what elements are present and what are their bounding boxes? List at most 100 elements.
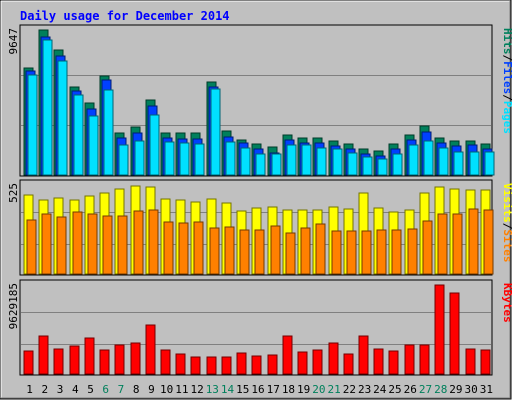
x-tick-label-day-22: 22 bbox=[343, 383, 356, 396]
bar-kbytes-day-23 bbox=[358, 335, 369, 375]
x-tick-label-day-16: 16 bbox=[251, 383, 264, 396]
panel-legend: KBytes bbox=[501, 283, 512, 323]
bar-sites-day-7 bbox=[117, 215, 128, 275]
x-tick-label-day-6: 6 bbox=[102, 383, 109, 396]
bar-pages-day-24 bbox=[377, 158, 388, 176]
x-tick-label-day-25: 25 bbox=[388, 383, 401, 396]
bar-pages-day-10 bbox=[164, 141, 175, 176]
x-tick-label-day-31: 31 bbox=[480, 383, 493, 396]
y-axis-max-label: 9629185 bbox=[7, 283, 20, 329]
bar-kbytes-day-31 bbox=[480, 349, 491, 375]
bar-kbytes-day-18 bbox=[282, 335, 293, 375]
legend-item-pages: Pages bbox=[501, 101, 512, 134]
x-tick-label-day-13: 13 bbox=[206, 383, 219, 396]
bar-pages-day-16 bbox=[255, 153, 266, 176]
bar-sites-day-17 bbox=[270, 225, 281, 275]
panel-frame bbox=[19, 24, 493, 177]
x-tick-label-day-8: 8 bbox=[133, 383, 140, 396]
x-tick-label-day-12: 12 bbox=[190, 383, 203, 396]
bar-pages-day-13 bbox=[210, 88, 221, 176]
bar-sites-day-29 bbox=[452, 213, 463, 275]
bar-pages-day-19 bbox=[301, 144, 312, 176]
legend-item-visits: Visits bbox=[501, 183, 512, 223]
chart-panels: 9647Hits/Files/Pages525Visits/Sites96291… bbox=[7, 24, 512, 376]
bar-sites-day-23 bbox=[361, 230, 372, 275]
x-tick-label-day-28: 28 bbox=[434, 383, 447, 396]
bar-pages-day-29 bbox=[453, 151, 464, 176]
bar-pages-day-17 bbox=[271, 153, 282, 176]
bar-pages-day-15 bbox=[240, 147, 251, 176]
bar-sites-day-14 bbox=[224, 226, 235, 275]
bar-kbytes-day-20 bbox=[312, 349, 323, 375]
x-tick-label-day-1: 1 bbox=[26, 383, 33, 396]
bar-sites-day-16 bbox=[254, 229, 265, 275]
legend-item-sites: Sites bbox=[501, 229, 512, 262]
bar-pages-day-5 bbox=[88, 115, 99, 176]
panel-visits: 525 Visits/Sites bbox=[7, 179, 512, 276]
x-tick-label-day-24: 24 bbox=[373, 383, 387, 396]
legend-item-hits: Hits bbox=[501, 28, 512, 55]
x-tick-label-day-4: 4 bbox=[72, 383, 79, 396]
bar-sites-day-19 bbox=[300, 227, 311, 275]
bar-pages-day-1 bbox=[27, 74, 38, 176]
x-tick-label-day-10: 10 bbox=[160, 383, 173, 396]
chart-title: Daily usage for December 2014 bbox=[20, 9, 230, 23]
bar-kbytes-day-8 bbox=[130, 342, 141, 375]
bar-sites-day-10 bbox=[163, 221, 174, 275]
x-tick-label-day-30: 30 bbox=[465, 383, 478, 396]
bar-kbytes-day-29 bbox=[449, 292, 460, 375]
bar-pages-day-9 bbox=[149, 114, 160, 176]
bar-sites-day-9 bbox=[148, 209, 159, 275]
y-axis-max-label: 525 bbox=[7, 183, 20, 203]
bar-kbytes-day-19 bbox=[297, 351, 308, 375]
bar-pages-day-4 bbox=[73, 94, 84, 176]
x-tick-label-day-7: 7 bbox=[118, 383, 125, 396]
bar-kbytes-day-6 bbox=[99, 349, 110, 375]
bar-pages-day-3 bbox=[57, 60, 68, 176]
bar-kbytes-day-15 bbox=[236, 352, 247, 375]
bar-sites-day-6 bbox=[102, 215, 113, 275]
x-tick-label-day-26: 26 bbox=[404, 383, 417, 396]
bar-pages-day-23 bbox=[362, 156, 373, 176]
bar-pages-day-18 bbox=[286, 144, 297, 176]
x-tick-label-day-21: 21 bbox=[328, 383, 341, 396]
bar-sites-day-31 bbox=[483, 209, 494, 275]
bar-sites-day-25 bbox=[391, 229, 402, 275]
bar-kbytes-day-22 bbox=[343, 353, 354, 375]
bar-kbytes-day-4 bbox=[69, 345, 80, 375]
bar-sites-day-8 bbox=[133, 210, 144, 275]
legend-separator: / bbox=[501, 94, 512, 101]
bar-kbytes-day-12 bbox=[190, 356, 201, 375]
bar-sites-day-22 bbox=[346, 230, 357, 275]
bar-sites-day-11 bbox=[178, 222, 189, 275]
bar-kbytes-day-10 bbox=[160, 349, 171, 375]
bar-sites-day-2 bbox=[41, 213, 52, 275]
bar-sites-day-5 bbox=[87, 213, 98, 275]
bar-sites-day-13 bbox=[209, 227, 220, 275]
panel-kbytes: 9629185 KBytes bbox=[7, 279, 512, 376]
bar-pages-day-7 bbox=[118, 144, 129, 176]
legend-item-files: Files bbox=[501, 61, 512, 94]
x-tick-label-day-17: 17 bbox=[267, 383, 280, 396]
x-tick-label-day-9: 9 bbox=[148, 383, 155, 396]
panel-legend: Hits/Files/Pages bbox=[501, 28, 512, 134]
bar-pages-day-2 bbox=[42, 39, 53, 176]
bar-kbytes-day-13 bbox=[206, 356, 217, 375]
x-tick-label-day-20: 20 bbox=[312, 383, 325, 396]
bar-kbytes-day-26 bbox=[404, 344, 415, 375]
bar-pages-day-20 bbox=[316, 147, 327, 176]
bar-sites-day-4 bbox=[72, 211, 83, 275]
bar-pages-day-22 bbox=[347, 152, 358, 176]
bar-sites-day-3 bbox=[56, 216, 67, 275]
bar-kbytes-day-5 bbox=[84, 337, 95, 375]
bar-pages-day-11 bbox=[179, 142, 190, 176]
bar-kbytes-day-9 bbox=[145, 324, 156, 375]
bar-kbytes-day-21 bbox=[328, 342, 339, 375]
bar-pages-day-6 bbox=[103, 89, 114, 176]
bar-pages-day-25 bbox=[392, 153, 403, 176]
bar-pages-day-26 bbox=[408, 144, 419, 176]
legend-item-kbytes: KBytes bbox=[501, 283, 512, 323]
x-tick-label-day-27: 27 bbox=[419, 383, 432, 396]
bar-pages-day-14 bbox=[225, 141, 236, 176]
